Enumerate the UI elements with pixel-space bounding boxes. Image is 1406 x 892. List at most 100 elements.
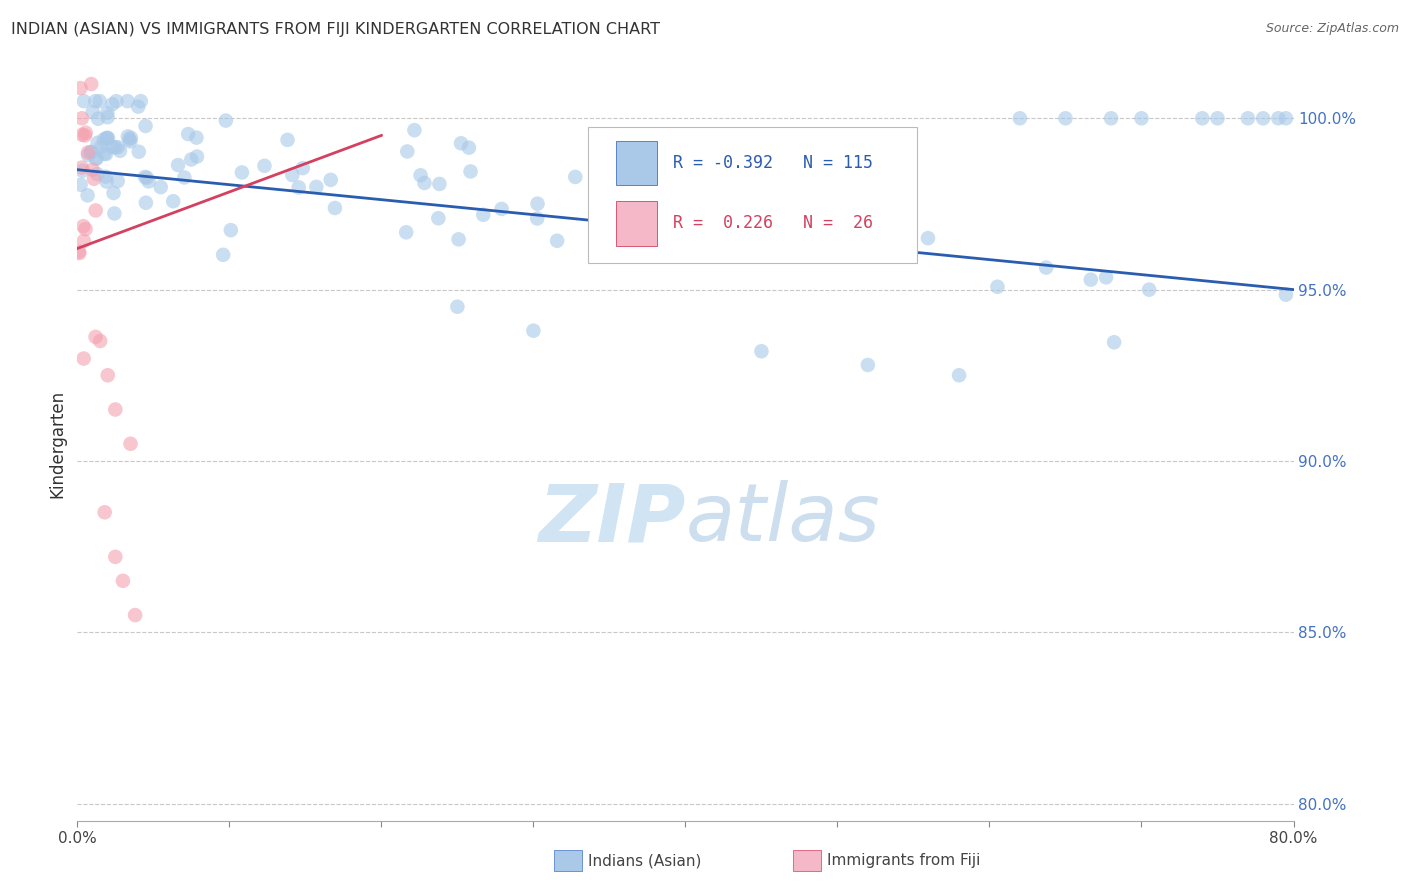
Point: [212, 248, 235, 262]
Point: [1206, 112, 1229, 126]
Point: [75, 222, 97, 236]
Point: [281, 168, 304, 182]
Point: [215, 113, 238, 128]
Text: R =  0.226   N =  26: R = 0.226 N = 26: [673, 214, 873, 232]
Point: [129, 94, 152, 108]
Point: [1130, 112, 1153, 126]
Point: [101, 97, 124, 112]
Text: Immigrants from Fiji: Immigrants from Fiji: [827, 854, 980, 868]
Point: [127, 100, 149, 114]
Point: [546, 234, 568, 248]
Point: [70, 161, 93, 175]
Point: [1137, 283, 1160, 297]
Point: [72, 219, 94, 234]
Point: [73, 128, 96, 143]
Point: [754, 226, 776, 240]
Point: [396, 145, 419, 159]
Point: [458, 141, 481, 155]
Point: [83, 171, 105, 186]
Point: [1080, 273, 1102, 287]
Point: [287, 180, 309, 194]
Point: [77, 145, 100, 160]
Point: [70, 128, 93, 142]
Text: Source: ZipAtlas.com: Source: ZipAtlas.com: [1265, 22, 1399, 36]
Point: [1191, 112, 1213, 126]
Point: [111, 574, 134, 588]
Point: [117, 129, 139, 144]
Point: [89, 334, 111, 348]
Point: [1251, 112, 1274, 126]
Point: [1102, 335, 1125, 350]
Text: R = -0.392   N = 115: R = -0.392 N = 115: [673, 154, 873, 172]
Point: [73, 351, 96, 366]
Point: [219, 223, 242, 237]
Point: [105, 94, 128, 108]
Point: [104, 402, 127, 417]
Y-axis label: Kindergarten: Kindergarten: [48, 390, 66, 498]
Point: [751, 344, 773, 359]
Point: [319, 173, 342, 187]
Point: [429, 177, 451, 191]
Point: [69, 81, 91, 95]
Point: [395, 225, 418, 239]
Point: [526, 196, 548, 211]
Point: [1275, 112, 1298, 126]
Point: [82, 162, 104, 177]
Point: [82, 104, 104, 119]
Point: [96, 106, 118, 120]
Point: [94, 169, 117, 184]
Point: [856, 358, 879, 372]
Point: [135, 119, 157, 133]
Point: [1054, 112, 1077, 126]
Point: [446, 300, 468, 314]
Point: [108, 144, 131, 158]
Point: [1035, 260, 1057, 275]
Point: [73, 94, 96, 108]
Point: [103, 206, 125, 220]
Point: [1237, 112, 1260, 126]
Point: [231, 165, 253, 179]
Point: [917, 231, 939, 245]
Point: [72, 163, 94, 178]
Point: [128, 145, 150, 159]
Point: [86, 136, 108, 150]
Point: [409, 169, 432, 183]
Point: [104, 549, 127, 564]
Point: [103, 186, 125, 200]
Point: [883, 240, 905, 254]
Point: [80, 145, 103, 159]
Point: [124, 608, 146, 623]
Point: [87, 112, 110, 126]
Point: [84, 94, 107, 108]
Point: [186, 130, 208, 145]
Point: [135, 170, 157, 185]
Point: [1267, 112, 1289, 126]
Point: [173, 170, 195, 185]
Point: [93, 146, 115, 161]
Point: [93, 132, 115, 146]
Point: [134, 169, 156, 184]
Point: [138, 174, 160, 188]
Point: [70, 112, 93, 126]
Point: [447, 232, 470, 246]
Point: [253, 159, 276, 173]
Point: [738, 203, 761, 218]
Point: [135, 195, 157, 210]
Text: atlas: atlas: [686, 480, 880, 558]
Point: [526, 211, 548, 226]
Point: [76, 188, 98, 202]
Point: [67, 244, 90, 259]
Point: [1099, 112, 1122, 126]
Point: [73, 234, 96, 248]
Text: ZIP: ZIP: [538, 480, 686, 558]
Point: [107, 140, 129, 154]
Point: [821, 222, 844, 236]
Point: [96, 130, 118, 145]
Point: [450, 136, 472, 151]
Point: [67, 246, 90, 260]
Point: [107, 174, 129, 188]
Point: [118, 132, 141, 146]
FancyBboxPatch shape: [616, 201, 658, 245]
Point: [84, 152, 107, 166]
Point: [93, 505, 115, 519]
